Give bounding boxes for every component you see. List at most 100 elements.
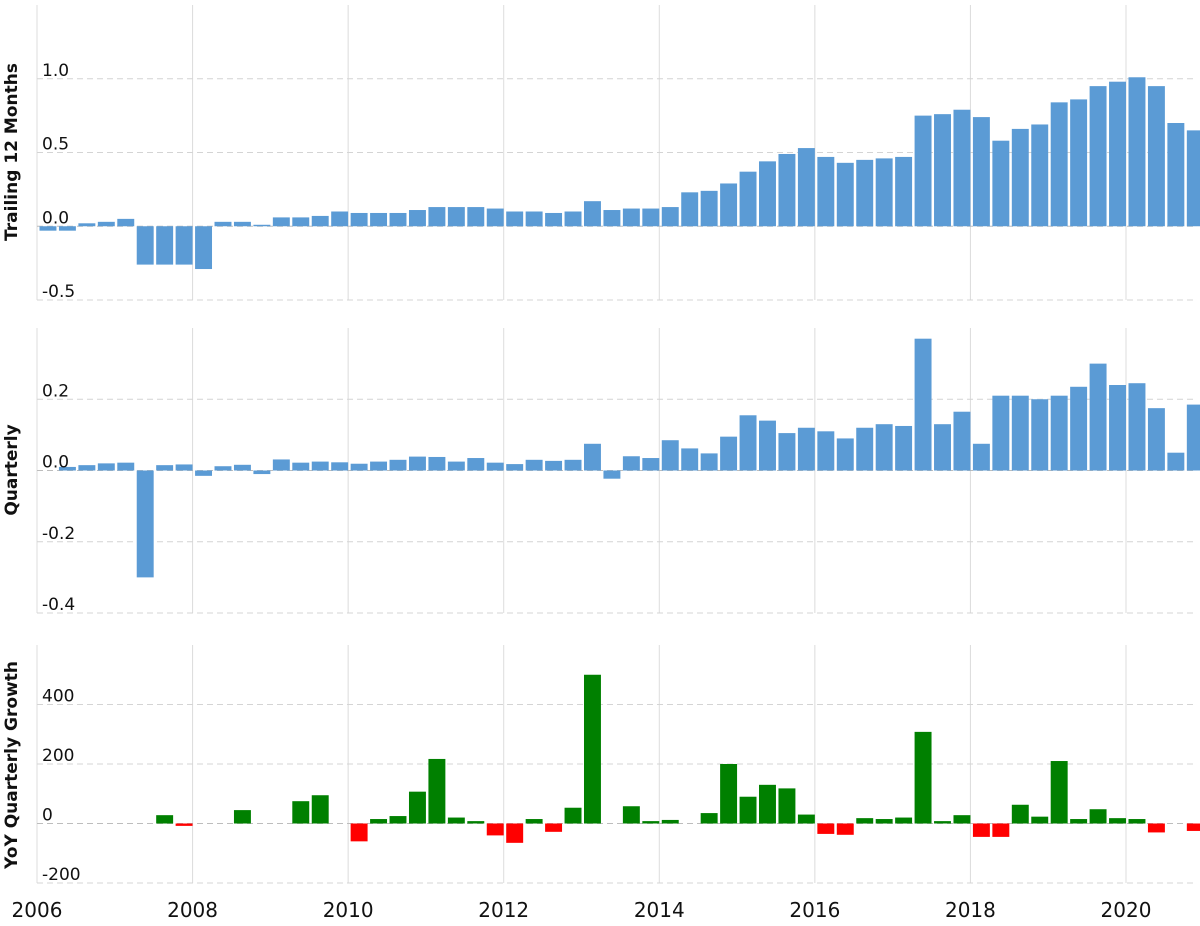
bar bbox=[759, 785, 776, 824]
bar bbox=[1012, 805, 1029, 824]
bar bbox=[973, 824, 990, 837]
bar bbox=[623, 209, 640, 227]
bar bbox=[895, 426, 912, 471]
bar bbox=[934, 114, 951, 226]
bar bbox=[584, 444, 601, 471]
x-tick-label: 2010 bbox=[323, 898, 374, 921]
bar bbox=[934, 821, 951, 823]
bar bbox=[662, 820, 679, 824]
bar bbox=[973, 117, 990, 226]
bar bbox=[642, 821, 659, 823]
bar bbox=[915, 116, 932, 227]
bar bbox=[837, 824, 854, 835]
bar bbox=[156, 226, 173, 264]
bar bbox=[409, 210, 426, 226]
bar bbox=[176, 824, 193, 826]
bar bbox=[195, 226, 212, 269]
bar bbox=[681, 448, 698, 470]
bar bbox=[409, 792, 426, 824]
bar bbox=[487, 824, 504, 836]
bar bbox=[817, 431, 834, 470]
bar bbox=[176, 464, 193, 470]
x-tick-label: 2018 bbox=[945, 898, 996, 921]
bar bbox=[1051, 396, 1068, 471]
bar bbox=[1012, 396, 1029, 471]
bar bbox=[1128, 77, 1145, 226]
bar bbox=[778, 154, 795, 226]
bar bbox=[545, 824, 562, 832]
bar bbox=[467, 821, 484, 823]
bar bbox=[856, 428, 873, 471]
x-tick-label: 2016 bbox=[789, 898, 840, 921]
bar bbox=[759, 421, 776, 471]
bar bbox=[78, 223, 95, 226]
bar bbox=[98, 463, 115, 470]
bar bbox=[1148, 86, 1165, 226]
y-tick-label: 0.0 bbox=[42, 453, 69, 473]
bar bbox=[565, 460, 582, 471]
bar bbox=[1187, 405, 1200, 471]
bar bbox=[156, 815, 173, 823]
bar bbox=[215, 466, 232, 470]
y-tick-label: 0 bbox=[42, 806, 53, 826]
bar bbox=[837, 163, 854, 226]
bar bbox=[778, 433, 795, 470]
y-axis-label: YoY Quarterly Growth bbox=[2, 661, 22, 870]
bar bbox=[117, 219, 134, 226]
bar bbox=[526, 212, 543, 227]
y-axis-label: Trailing 12 Months bbox=[2, 63, 22, 241]
bar bbox=[1128, 383, 1145, 470]
bar bbox=[195, 471, 212, 476]
bar bbox=[1148, 408, 1165, 470]
bar bbox=[1031, 399, 1048, 470]
bar bbox=[701, 191, 718, 226]
bar bbox=[428, 457, 445, 471]
bar bbox=[953, 412, 970, 471]
bar bbox=[487, 209, 504, 227]
bar bbox=[895, 157, 912, 226]
bar bbox=[137, 471, 154, 578]
y-tick-label: 1.0 bbox=[42, 61, 69, 81]
bar bbox=[720, 437, 737, 471]
bar bbox=[992, 824, 1009, 837]
bar bbox=[934, 424, 951, 470]
bar bbox=[428, 207, 445, 226]
bar bbox=[584, 675, 601, 824]
bar bbox=[740, 172, 757, 227]
bar bbox=[701, 813, 718, 823]
bar bbox=[234, 222, 251, 226]
bar bbox=[331, 212, 348, 227]
bar bbox=[467, 458, 484, 470]
bar bbox=[448, 207, 465, 226]
bar bbox=[176, 226, 193, 264]
bar bbox=[234, 810, 251, 823]
bar bbox=[1090, 364, 1107, 471]
bar bbox=[506, 464, 523, 470]
bar bbox=[526, 460, 543, 471]
x-tick-label: 2020 bbox=[1101, 898, 1152, 921]
bar bbox=[1109, 818, 1126, 823]
bar bbox=[487, 463, 504, 471]
bar bbox=[253, 225, 270, 226]
bar bbox=[448, 818, 465, 824]
bar bbox=[565, 212, 582, 227]
bar bbox=[506, 824, 523, 843]
bar bbox=[292, 217, 309, 226]
bar bbox=[953, 110, 970, 227]
bar bbox=[370, 462, 387, 471]
bar bbox=[759, 161, 776, 226]
bar bbox=[798, 148, 815, 226]
bar bbox=[1187, 130, 1200, 226]
bar bbox=[1187, 824, 1200, 831]
bar bbox=[351, 464, 368, 471]
y-tick-label: 200 bbox=[42, 746, 74, 766]
bars-layer bbox=[40, 77, 1200, 843]
y-tick-label: 0.2 bbox=[42, 381, 69, 401]
bar bbox=[234, 465, 251, 471]
bar bbox=[117, 463, 134, 471]
bar bbox=[778, 788, 795, 823]
bar bbox=[720, 183, 737, 226]
bar bbox=[623, 806, 640, 823]
